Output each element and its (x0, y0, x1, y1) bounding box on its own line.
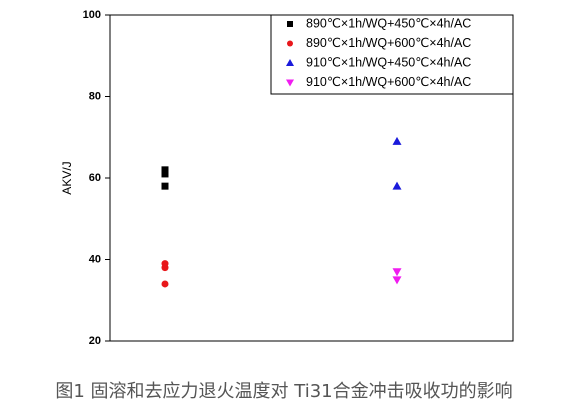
marker-circle (161, 280, 169, 288)
marker-square (161, 182, 169, 190)
marker-square (287, 21, 293, 27)
y-tick-label: 80 (89, 90, 101, 102)
y-tick-label: 20 (89, 335, 101, 347)
marker-square (161, 166, 169, 174)
legend-label: 910℃×1h/WQ+600℃×4h/AC (306, 75, 471, 89)
y-tick-label: 60 (89, 172, 101, 184)
marker-triangle (286, 59, 294, 66)
y-axis-label: AKV/J (60, 161, 74, 194)
marker-triangle (392, 268, 402, 277)
marker-square (161, 170, 169, 178)
legend-label: 890℃×1h/WQ+600℃×4h/AC (306, 36, 471, 50)
legend-label: 910℃×1h/WQ+450℃×4h/AC (306, 55, 471, 69)
caption: 图1 固溶和去应力退火温度对 Ti31合金冲击吸收功的影响 (55, 381, 512, 402)
legend-box (270, 14, 514, 95)
marker-triangle (392, 181, 402, 190)
marker-circle (161, 264, 169, 272)
marker-circle (287, 40, 293, 47)
legend-label: 890℃×1h/WQ+450℃×4h/AC (306, 16, 471, 30)
marker-triangle (392, 276, 402, 285)
y-tick-label: 100 (83, 9, 101, 21)
marker-triangle (286, 79, 294, 87)
marker-triangle (392, 136, 402, 145)
y-tick-label: 40 (89, 253, 101, 265)
